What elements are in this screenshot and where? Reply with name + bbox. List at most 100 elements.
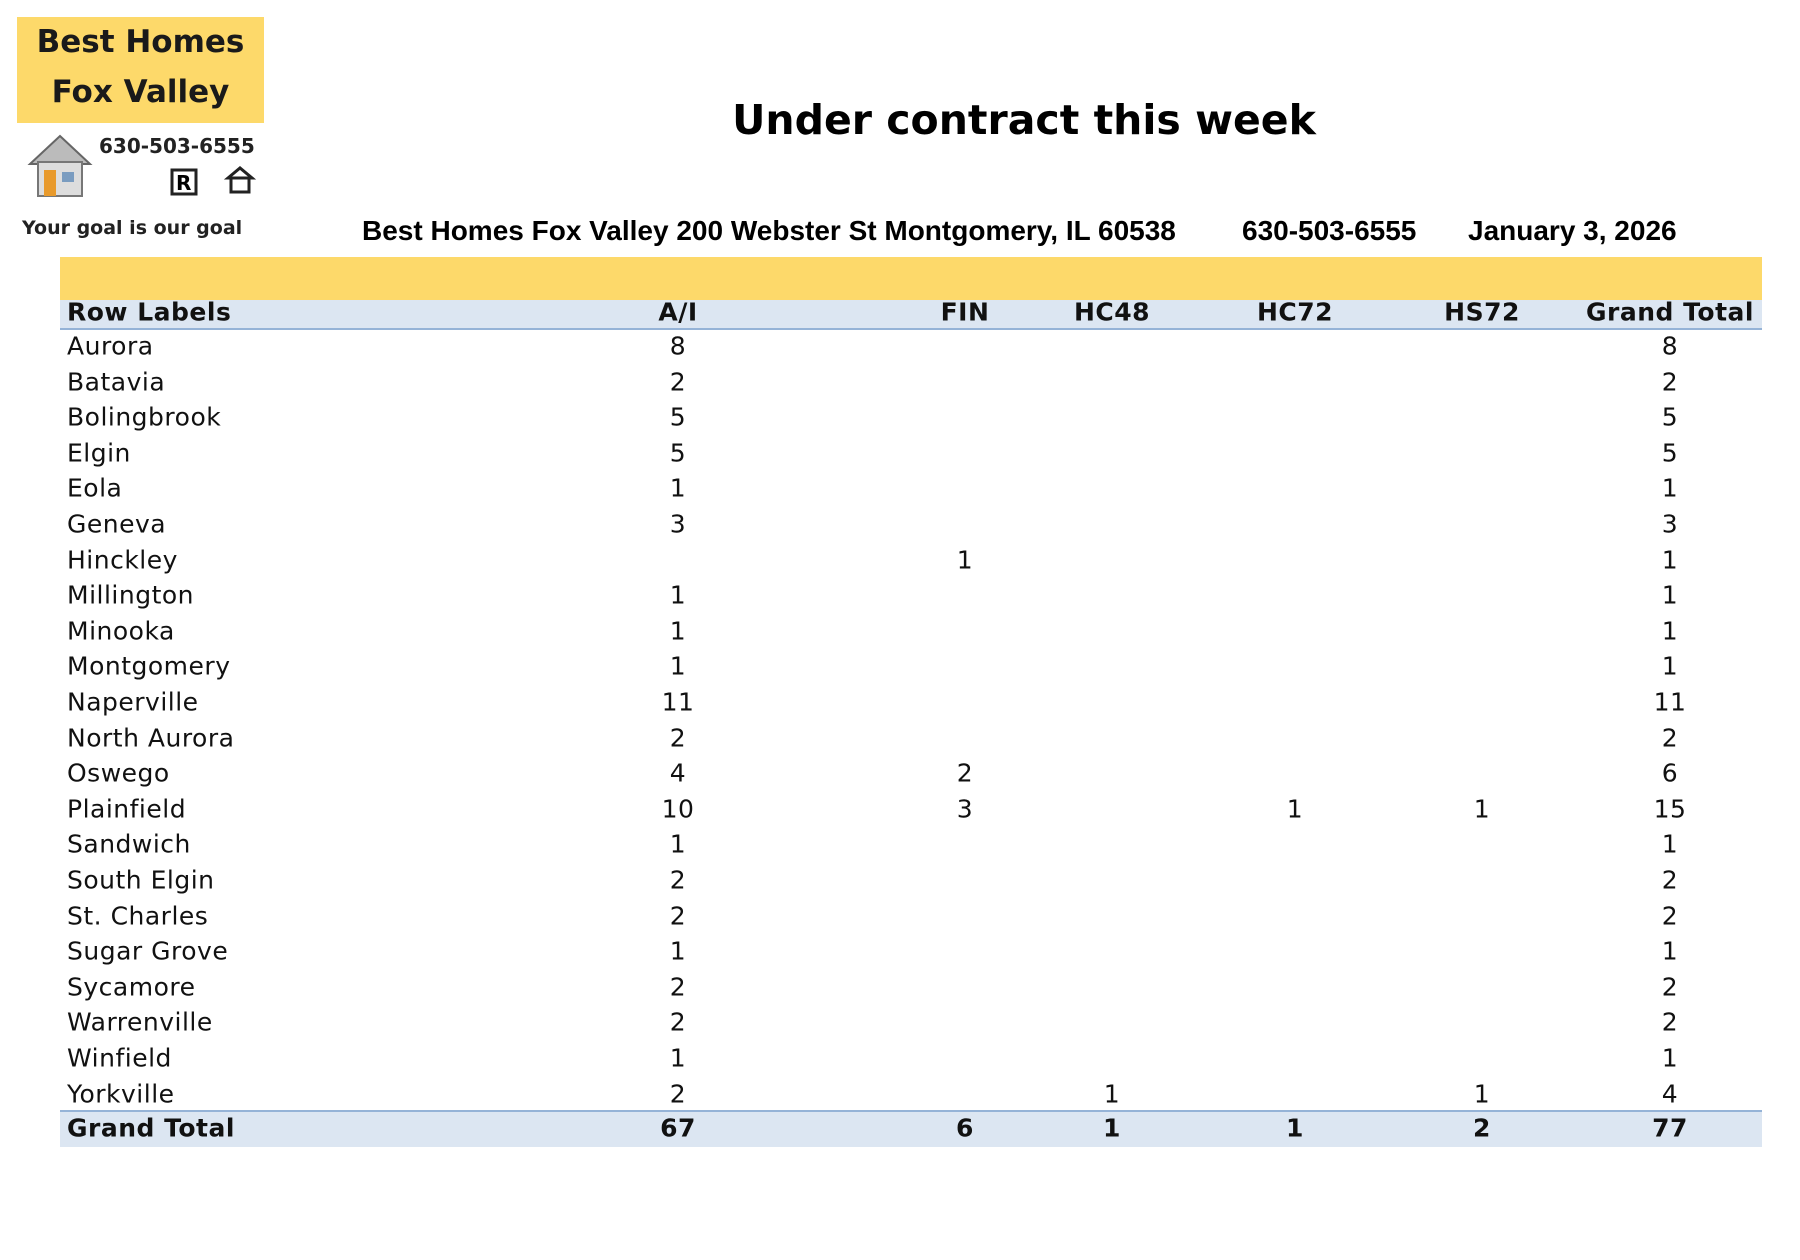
cell-value: 3: [956, 794, 974, 824]
row-label: Bolingbrook: [67, 402, 222, 432]
cell-value: 10: [661, 794, 695, 824]
column-header: HC48: [1073, 297, 1151, 327]
cell-value: 11: [661, 687, 695, 717]
cell-value: 2: [669, 972, 687, 1002]
cell-value: 2: [1661, 972, 1679, 1002]
title: Under contract this week: [732, 96, 1316, 144]
cell-value: 1: [669, 616, 687, 646]
cell-value: 8: [1661, 331, 1679, 361]
cell-value: 2: [669, 1079, 687, 1109]
logo-name: Best Homes: [36, 24, 245, 60]
cell-value: 11: [1653, 687, 1687, 717]
row-label: South Elgin: [67, 865, 215, 895]
row-label: Naperville: [67, 687, 199, 717]
cell-value: 1: [669, 1043, 687, 1073]
cell-value: 1: [669, 936, 687, 966]
row-label: Sycamore: [67, 972, 196, 1002]
column-header: Row Labels: [67, 297, 232, 327]
row-label: St. Charles: [67, 901, 209, 931]
cell-value: 2: [1661, 723, 1679, 753]
total-value: 1: [1286, 1113, 1304, 1143]
row-label: Minooka: [67, 616, 175, 646]
cell-value: 5: [1661, 402, 1679, 432]
cell-value: 1: [1473, 794, 1491, 824]
total-value: 77: [1652, 1113, 1688, 1143]
column-header: Grand Total: [1586, 297, 1754, 327]
cell-value: 2: [956, 758, 974, 788]
cell-value: 1: [1661, 651, 1679, 681]
row-label: Hinckley: [67, 545, 178, 575]
row-label: Winfield: [67, 1043, 172, 1073]
cell-value: 1: [1661, 829, 1679, 859]
row-label: Elgin: [67, 438, 131, 468]
cell-value: 1: [1103, 1079, 1121, 1109]
logo-icons: R: [27, 134, 257, 197]
cell-value: 15: [1653, 794, 1687, 824]
cell-value: 1: [1661, 616, 1679, 646]
total-value: 67: [660, 1113, 696, 1143]
table-total-background: [60, 1110, 1762, 1147]
cell-value: 5: [669, 402, 687, 432]
cell-value: 2: [669, 901, 687, 931]
cell-value: 8: [669, 331, 687, 361]
column-header: HC72: [1256, 297, 1334, 327]
company-address: Best Homes Fox Valley 200 Webster St Mon…: [362, 215, 1176, 246]
cell-value: 1: [1661, 473, 1679, 503]
row-label: Geneva: [67, 509, 167, 539]
cell-value: 4: [669, 758, 687, 788]
cell-value: 1: [1473, 1079, 1491, 1109]
cell-value: 1: [669, 651, 687, 681]
logo-tagline: Your goal is our goal: [22, 217, 243, 239]
row-label: Sugar Grove: [67, 936, 229, 966]
row-label: Batavia: [67, 367, 166, 397]
cell-value: 5: [669, 438, 687, 468]
header-band: [60, 257, 1762, 300]
cell-value: 2: [669, 1007, 687, 1037]
report-date: January 3, 2026: [1468, 215, 1677, 246]
cell-value: 2: [669, 865, 687, 895]
row-label: Montgomery: [67, 651, 231, 681]
row-label: Aurora: [67, 331, 154, 361]
total-value: 2: [1473, 1113, 1491, 1143]
cell-value: 2: [669, 367, 687, 397]
row-label: Plainfield: [67, 794, 187, 824]
cell-value: 2: [1661, 901, 1679, 931]
logo-phone: 630-503-6555: [99, 134, 255, 158]
row-label: Eola: [67, 473, 123, 503]
logo-name: Fox Valley: [51, 74, 230, 110]
cell-value: 3: [1661, 509, 1679, 539]
logo-background: [17, 17, 264, 123]
cell-value: 1: [956, 545, 974, 575]
cell-value: 3: [669, 509, 687, 539]
cell-value: 1: [1661, 936, 1679, 966]
cell-value: 1: [1661, 545, 1679, 575]
cell-value: 1: [1286, 794, 1304, 824]
cell-value: 1: [1661, 580, 1679, 610]
total-value: 1: [1103, 1113, 1121, 1143]
total-label: Grand Total: [67, 1113, 235, 1143]
cell-value: 1: [669, 473, 687, 503]
row-label: Sandwich: [67, 829, 191, 859]
column-header: HS72: [1444, 297, 1520, 327]
company-phone: 630-503-6555: [1242, 215, 1417, 246]
row-label: North Aurora: [67, 723, 235, 753]
cell-value: 5: [1661, 438, 1679, 468]
row-label: Warrenville: [67, 1007, 213, 1037]
cell-value: 1: [1661, 1043, 1679, 1073]
row-label: Oswego: [67, 758, 170, 788]
row-label: Yorkville: [67, 1079, 175, 1109]
cell-value: 1: [669, 580, 687, 610]
cell-value: 6: [1661, 758, 1679, 788]
cell-value: 2: [669, 723, 687, 753]
table-header-background: [60, 300, 1762, 330]
cell-value: 2: [1661, 1007, 1679, 1037]
row-label: Millington: [67, 580, 195, 610]
svg-text:R: R: [176, 171, 191, 195]
cell-value: 4: [1661, 1079, 1679, 1109]
cell-value: 2: [1661, 865, 1679, 895]
column-header: FIN: [940, 297, 990, 327]
cell-value: 2: [1661, 367, 1679, 397]
column-header: A/I: [658, 297, 698, 327]
cell-value: 1: [669, 829, 687, 859]
